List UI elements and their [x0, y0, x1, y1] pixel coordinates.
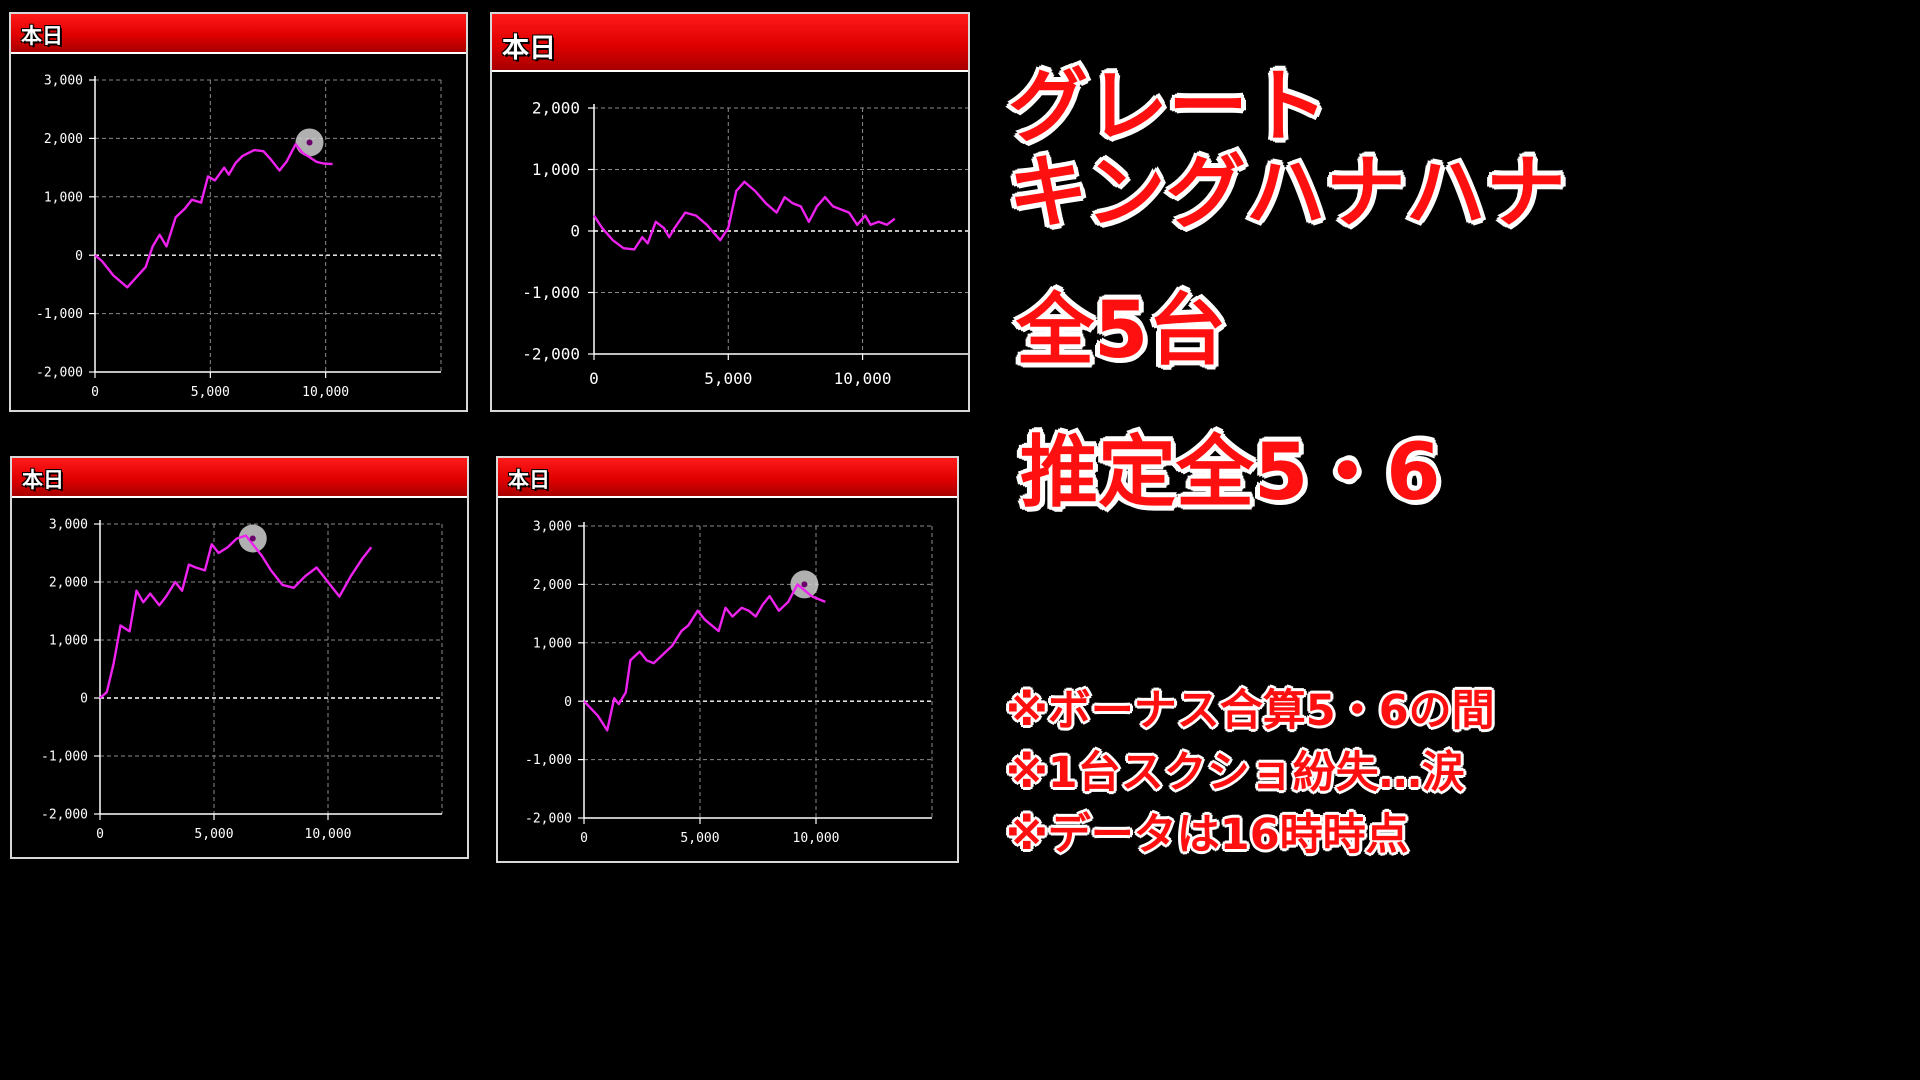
y-tick-label: -2,000 [41, 808, 88, 823]
chart-plot: 3,000 2,000 1,000 0 -1,000 -2,000 0 5,000 10,000 [36, 74, 442, 400]
peak-marker-dot [249, 535, 256, 542]
chart-header: 本日 [12, 458, 467, 498]
chart-plot: 3,000 2,000 1,000 0 -1,000 -2,000 0 5,000 10,000 [525, 520, 933, 846]
peak-marker-dot [801, 581, 808, 588]
y-tick-label: 1,000 [49, 634, 88, 649]
y-tick-label: -1,000 [36, 307, 83, 322]
y-tick-label: 0 [75, 249, 83, 264]
series-line [583, 583, 826, 732]
series-line [99, 534, 373, 699]
x-tick-label: 5,000 [704, 369, 752, 388]
y-tick-label: 1,000 [532, 160, 580, 179]
title-line-1: グレート [1008, 60, 1328, 153]
y-tick-label: 2,000 [533, 578, 572, 593]
y-tick-label: 0 [570, 222, 580, 241]
y-tick-label: 3,000 [533, 520, 572, 535]
y-tick-label: -1,000 [41, 750, 88, 765]
y-tick-label: -2,000 [522, 345, 580, 364]
y-tick-label: 1,000 [533, 636, 572, 651]
chart-plot: 3,000 2,000 1,000 0 -1,000 -2,000 0 5,000 10,000 [41, 518, 443, 842]
chart-header-label: 本日 [502, 33, 556, 64]
series-line [592, 180, 896, 251]
x-tick-label: 5,000 [191, 385, 230, 400]
x-tick-label: 0 [589, 369, 599, 388]
chart-panel-4: 本日 3,000 2,000 1,000 0 -1,000 -2,000 0 5,000 10,… [496, 456, 959, 863]
headline-count: 全5台 [1016, 286, 1227, 376]
y-tick-label: -1,000 [522, 283, 580, 302]
y-tick-label: -2,000 [36, 366, 83, 381]
y-tick-label: 2,000 [49, 576, 88, 591]
y-tick-label: 0 [80, 692, 88, 707]
x-tick-label: 5,000 [680, 831, 719, 846]
x-tick-label: 10,000 [834, 369, 892, 388]
y-tick-label: 1,000 [44, 190, 83, 205]
y-tick-label: 3,000 [44, 74, 83, 89]
y-tick-label: 3,000 [49, 518, 88, 533]
chart-panel-3: 本日 3,000 2,000 1,000 0 -1,000 -2,000 0 5,000 10,… [10, 456, 469, 859]
x-tick-label: 10,000 [302, 385, 349, 400]
chart-header-label: 本日 [508, 468, 550, 492]
headline-estimate: 推定全5・6 [1020, 428, 1441, 518]
x-tick-label: 10,000 [793, 831, 840, 846]
y-tick-label: 0 [564, 695, 572, 710]
x-tick-label: 0 [91, 385, 99, 400]
chart-panel-1: 本日 3,000 2,000 1,000 0 -1,000 -2,000 0 5,000 10,… [9, 12, 468, 412]
y-tick-label: 2,000 [532, 99, 580, 118]
peak-marker-dot [306, 139, 313, 146]
chart-plot: 2,000 1,000 0 -1,000 -2,000 0 5,000 10,000 [522, 99, 968, 388]
y-tick-label: -2,000 [525, 812, 572, 827]
chart-header-label: 本日 [21, 24, 63, 48]
x-tick-label: 5,000 [194, 827, 233, 842]
note-1: ※ボーナス合算5・6の間 [1006, 686, 1495, 736]
chart-header: 本日 [498, 458, 957, 498]
note-2: ※1台スクショ紛失…涙 [1006, 748, 1465, 798]
y-tick-label: 2,000 [44, 132, 83, 147]
x-tick-label: 10,000 [305, 827, 352, 842]
chart-header: 本日 [492, 14, 968, 72]
chart-header: 本日 [11, 14, 466, 54]
note-3: ※データは16時時点 [1006, 810, 1409, 860]
x-tick-label: 0 [580, 831, 588, 846]
chart-header-label: 本日 [22, 468, 64, 492]
series-line [94, 142, 333, 289]
title-line-2: キングハナハナ [1008, 146, 1566, 239]
y-tick-label: -1,000 [525, 753, 572, 768]
chart-panel-2: 本日 2,000 1,000 0 -1,000 -2,000 0 5,000 10,000 [490, 12, 970, 412]
x-tick-label: 0 [96, 827, 104, 842]
